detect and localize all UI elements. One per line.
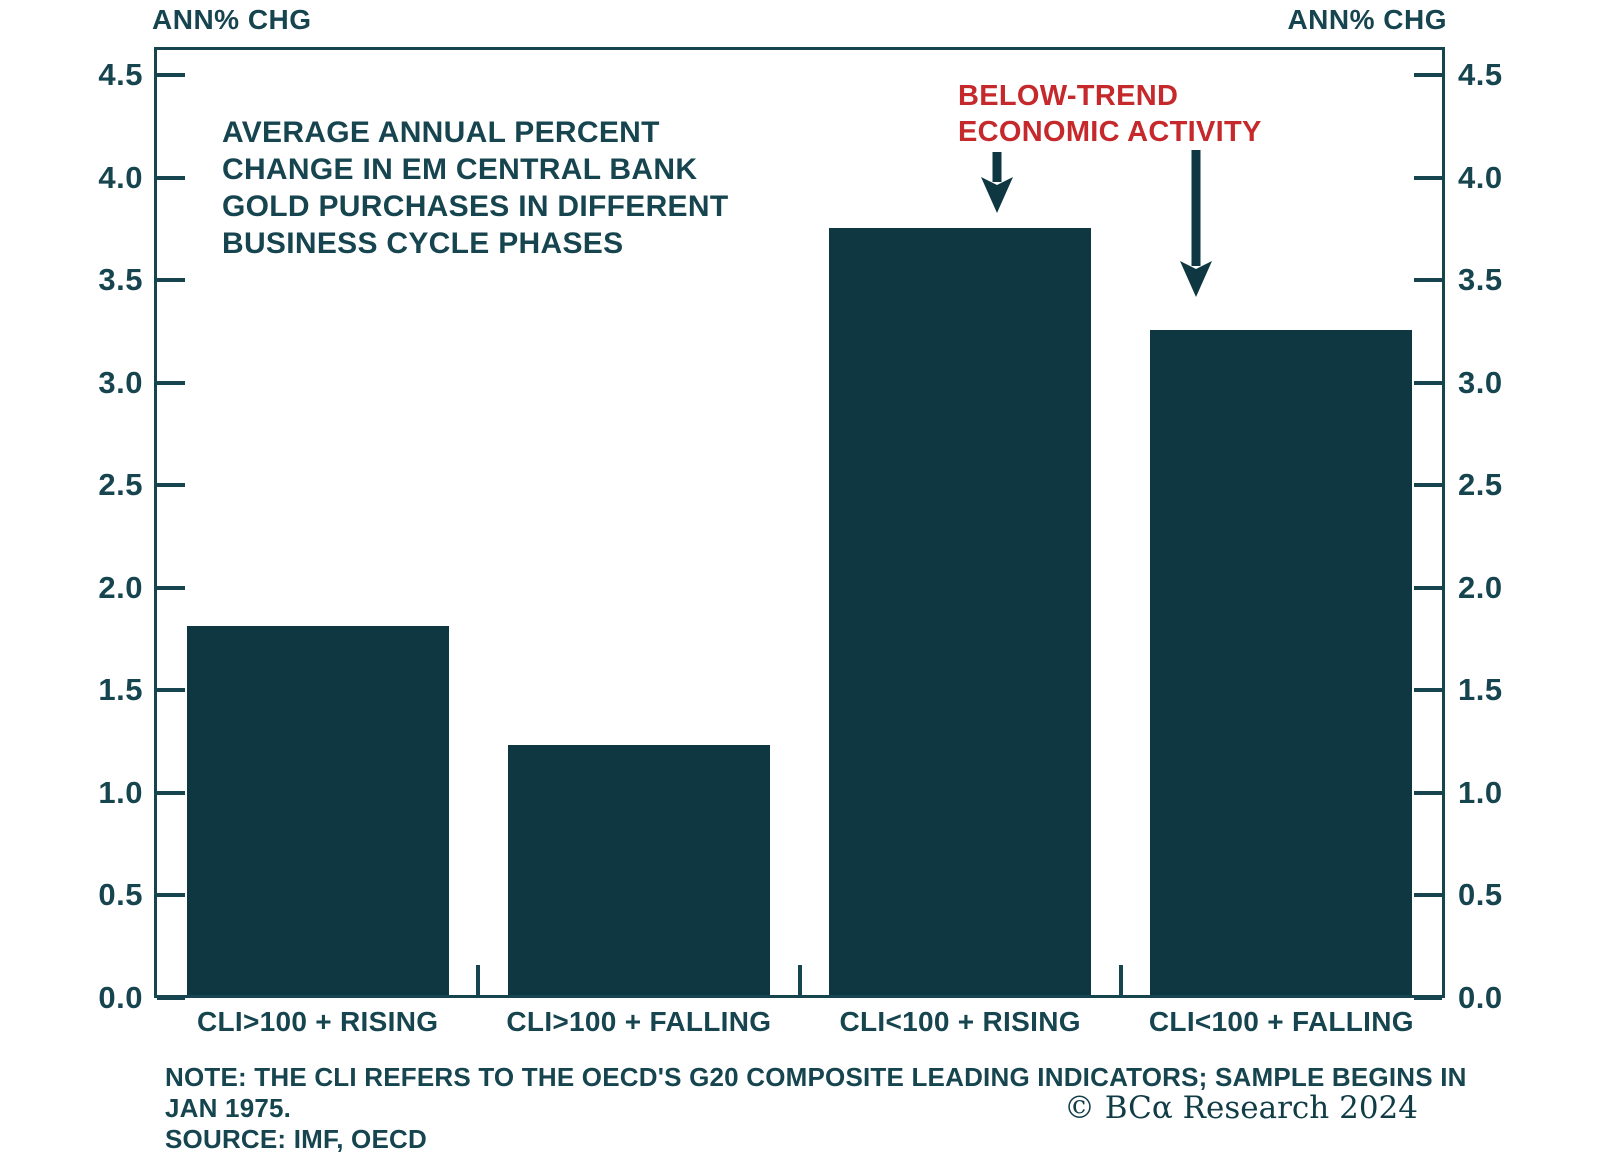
y-axis-label-left: 0.5 <box>98 877 143 913</box>
y-axis-label-right: 0.0 <box>1458 980 1503 1015</box>
y-axis-tick-left <box>157 893 185 898</box>
y-axis-label-left: 4.5 <box>98 57 143 93</box>
y-axis-label-right: 1.5 <box>1458 672 1503 708</box>
bar-4 <box>1150 330 1413 995</box>
y-axis-label-left: 3.5 <box>98 262 143 298</box>
below-trend-annotation: BELOW-TREND ECONOMIC ACTIVITY <box>958 78 1262 150</box>
x-axis-category-label: CLI>100 + FALLING <box>506 1006 772 1037</box>
x-axis-separator-tick <box>476 965 481 995</box>
footnote-line: SOURCE: IMF, OECD <box>165 1124 427 1154</box>
x-axis-category-label: CLI<100 + FALLING <box>1148 1006 1414 1037</box>
y-axis-label-right: 2.0 <box>1458 569 1503 605</box>
y-axis-tick-left <box>157 996 185 1000</box>
y-axis-tick-right <box>1414 893 1442 898</box>
chart-title: AVERAGE ANNUAL PERCENT CHANGE IN EM CENTR… <box>222 114 728 262</box>
bar-1 <box>186 625 449 995</box>
y-axis-tick-left <box>157 175 185 180</box>
y-axis-tick-right <box>1414 996 1442 1000</box>
y-axis-unit-label-left: ANN% CHG <box>152 4 312 35</box>
y-axis-tick-right <box>1414 380 1442 385</box>
y-axis-label-right: 3.0 <box>1458 364 1503 400</box>
chart-title-line: AVERAGE ANNUAL PERCENT <box>222 116 660 149</box>
y-axis-label-left: 0.0 <box>98 980 143 1015</box>
x-axis-category-label: CLI<100 + RISING <box>839 1006 1081 1037</box>
y-axis-label-left: 4.0 <box>98 159 143 195</box>
chart-title-line: GOLD PURCHASES IN DIFFERENT <box>222 190 729 223</box>
y-axis-label-right: 0.5 <box>1458 877 1503 913</box>
annotation-line: ECONOMIC ACTIVITY <box>958 116 1262 148</box>
y-axis-unit-label-right: ANN% CHG <box>1287 4 1447 35</box>
y-axis-label-left: 1.0 <box>98 774 143 810</box>
footnote-line: JAN 1975. <box>165 1093 292 1123</box>
bar-2 <box>507 744 770 995</box>
y-axis-tick-left <box>157 278 185 283</box>
y-axis-label-right: 4.5 <box>1458 57 1503 93</box>
y-axis-tick-right <box>1414 790 1442 795</box>
y-axis-tick-left <box>157 585 185 590</box>
footnote-line: NOTE: THE CLI REFERS TO THE OECD'S G20 C… <box>165 1062 1467 1092</box>
y-axis-label-right: 3.5 <box>1458 262 1503 298</box>
y-axis-label-right: 4.0 <box>1458 159 1503 195</box>
bar-3 <box>829 227 1092 995</box>
y-axis-tick-left <box>157 688 185 693</box>
x-axis-separator-tick <box>1118 965 1123 995</box>
y-axis-label-left: 3.0 <box>98 364 143 400</box>
chart-title-line: CHANGE IN EM CENTRAL BANK <box>222 153 698 186</box>
x-axis-separator-tick <box>797 965 802 995</box>
copyright: © BCα Research 2024 <box>1063 1090 1418 1126</box>
y-axis-label-right: 2.5 <box>1458 467 1503 503</box>
y-axis-tick-right <box>1414 278 1442 283</box>
y-axis-tick-left <box>157 380 185 385</box>
chart-title-line: BUSINESS CYCLE PHASES <box>222 227 624 260</box>
y-axis-label-right: 1.0 <box>1458 774 1503 810</box>
y-axis-tick-right <box>1414 688 1442 693</box>
y-axis-tick-right <box>1414 175 1442 180</box>
y-axis-label-left: 1.5 <box>98 672 143 708</box>
y-axis-tick-left <box>157 483 185 488</box>
y-axis-tick-left <box>157 73 185 78</box>
plot-area <box>154 47 1445 1000</box>
footnote: NOTE: THE CLI REFERS TO THE OECD'S G20 C… <box>165 1062 1467 1155</box>
y-axis-label-left: 2.5 <box>98 467 143 503</box>
x-axis-category-label: CLI>100 + RISING <box>196 1006 439 1037</box>
annotation-line: BELOW-TREND <box>958 80 1179 112</box>
y-axis-tick-right <box>1414 483 1442 488</box>
y-axis-tick-right <box>1414 585 1442 590</box>
y-axis-tick-left <box>157 790 185 795</box>
y-axis-label-left: 2.0 <box>98 569 143 605</box>
y-axis-tick-right <box>1414 73 1442 78</box>
